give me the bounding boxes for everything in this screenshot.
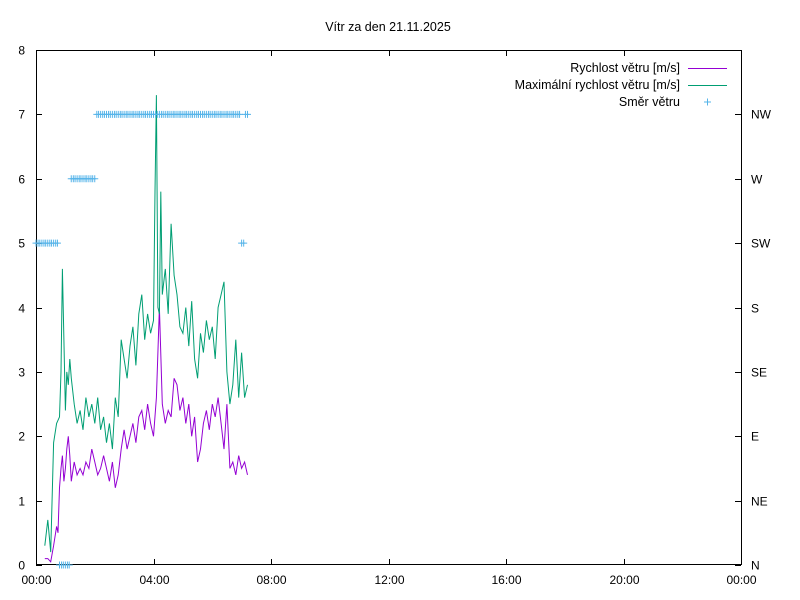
- data-point: [65, 561, 73, 569]
- legend: Rychlost větru [m/s] Maximální rychlost v…: [515, 61, 727, 109]
- legend-label: Rychlost větru [m/s]: [570, 61, 680, 75]
- x-tick-label: 00:00: [21, 573, 51, 587]
- y2-tick-label: W: [751, 173, 763, 187]
- series-layer: [32, 95, 251, 569]
- x-tick-label: 04:00: [139, 573, 169, 587]
- y2-tick-label: E: [751, 430, 759, 444]
- x-tick-label: 20:00: [609, 573, 639, 587]
- x-tick-label: 12:00: [374, 573, 404, 587]
- y-tick-label: 2: [18, 430, 25, 444]
- y2-tick-label: S: [751, 302, 759, 316]
- series-points-2: [32, 110, 251, 569]
- data-point: [236, 110, 244, 118]
- y2-tick-label: NW: [751, 108, 772, 122]
- y-tick-label: 8: [18, 44, 25, 58]
- y2-tick-label: SW: [751, 237, 771, 251]
- legend-label: Směr větru: [619, 95, 680, 109]
- series-line-1: [44, 95, 248, 553]
- y-tick-label: 6: [18, 173, 25, 187]
- x-tick-label: 08:00: [256, 573, 286, 587]
- y-tick-label: 7: [18, 108, 25, 122]
- legend-label: Maximální rychlost větru [m/s]: [515, 78, 680, 92]
- chart-title: Vítr za den 21.11.2025: [325, 20, 451, 34]
- data-point: [53, 239, 61, 247]
- axes: 00:00 04:00 08:00 12:00 16:00 20:00 00:0001234…: [18, 44, 771, 588]
- y-tick-label: 5: [18, 237, 25, 251]
- y2-tick-label: N: [751, 559, 760, 573]
- x-tick-label: 00:00: [726, 573, 756, 587]
- legend-swatch: [704, 98, 711, 106]
- y-tick-label: 4: [18, 302, 25, 316]
- y-tick-label: 1: [18, 495, 25, 509]
- x-tick-label: 16:00: [491, 573, 521, 587]
- data-point: [91, 175, 99, 183]
- y-tick-label: 0: [18, 559, 25, 573]
- y2-tick-label: SE: [751, 366, 767, 380]
- data-point: [244, 110, 251, 118]
- y2-tick-label: NE: [751, 495, 768, 509]
- data-point: [240, 239, 248, 247]
- series-line-0: [44, 307, 248, 563]
- y-tick-label: 3: [18, 366, 25, 380]
